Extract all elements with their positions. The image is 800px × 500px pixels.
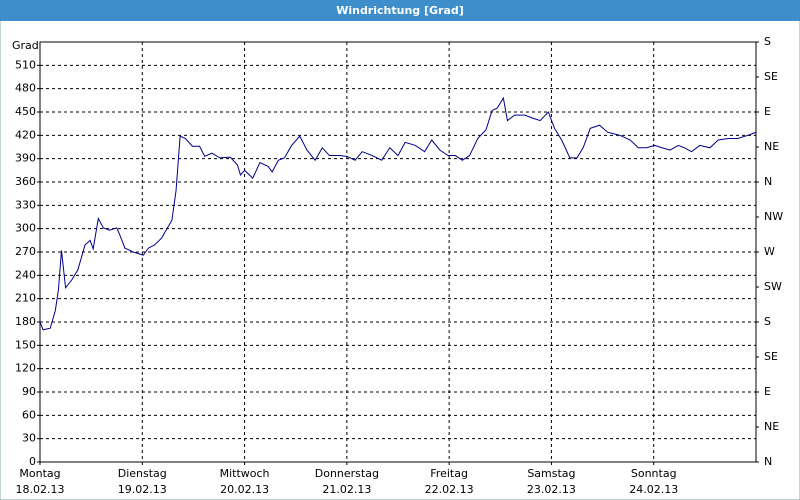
y2-tick-label: E [764,385,771,398]
x-tick-label: Donnerstag [315,467,379,480]
x-tick-date: 18.02.13 [16,483,65,496]
y2-tick-label: SE [764,70,778,83]
y-tick-label: 150 [15,338,36,351]
x-tick-label: Samstag [527,467,575,480]
x-tick-date: 19.02.13 [118,483,167,496]
y-tick-label: 480 [15,82,36,95]
y2-tick-label: NE [764,420,779,433]
y-tick-label: 30 [22,432,36,445]
y2-tick-label: W [764,245,775,258]
y-tick-label: 0 [29,455,36,468]
y-tick-label: 120 [15,362,36,375]
x-tick-date: 21.02.13 [322,483,371,496]
y-tick-label: 300 [15,222,36,235]
y-tick-label: 510 [15,58,36,71]
title-bar [0,0,800,21]
y-tick-label: 330 [15,198,36,211]
data-line [39,96,757,331]
chart-title: Windrichtung [Grad] [336,4,464,17]
y-tick-label: 360 [15,175,36,188]
y-tick-label: 390 [15,152,36,165]
y-tick-label: 60 [22,408,36,421]
x-tick-label: Sonntag [631,467,677,480]
x-tick-label: Montag [19,467,60,480]
y2-tick-label: NW [764,210,783,223]
x-tick-label: Freitag [430,467,468,480]
y-tick-label: 240 [15,268,36,281]
y-axis-label: Grad [12,39,39,52]
y-tick-label: 270 [15,245,36,258]
y2-tick-label: S [764,315,771,328]
y-tick-label: 90 [22,385,36,398]
x-tick-date: 20.02.13 [220,483,269,496]
y2-tick-label: N [764,175,772,188]
x-tick-label: Mittwoch [220,467,270,480]
y2-tick-label: N [764,455,772,468]
y-tick-label: 210 [15,292,36,305]
y-tick-label: 420 [15,128,36,141]
x-tick-label: Dienstag [118,467,167,480]
x-tick-date: 24.02.13 [629,483,678,496]
y-tick-label: 180 [15,315,36,328]
x-tick-date: 23.02.13 [527,483,576,496]
y2-tick-label: E [764,105,771,118]
y-tick-label: 450 [15,105,36,118]
y2-tick-label: SW [764,280,782,293]
y2-tick-label: SE [764,350,778,363]
y2-tick-label: NE [764,140,779,153]
x-tick-date: 22.02.13 [425,483,474,496]
y2-tick-label: S [764,35,771,48]
